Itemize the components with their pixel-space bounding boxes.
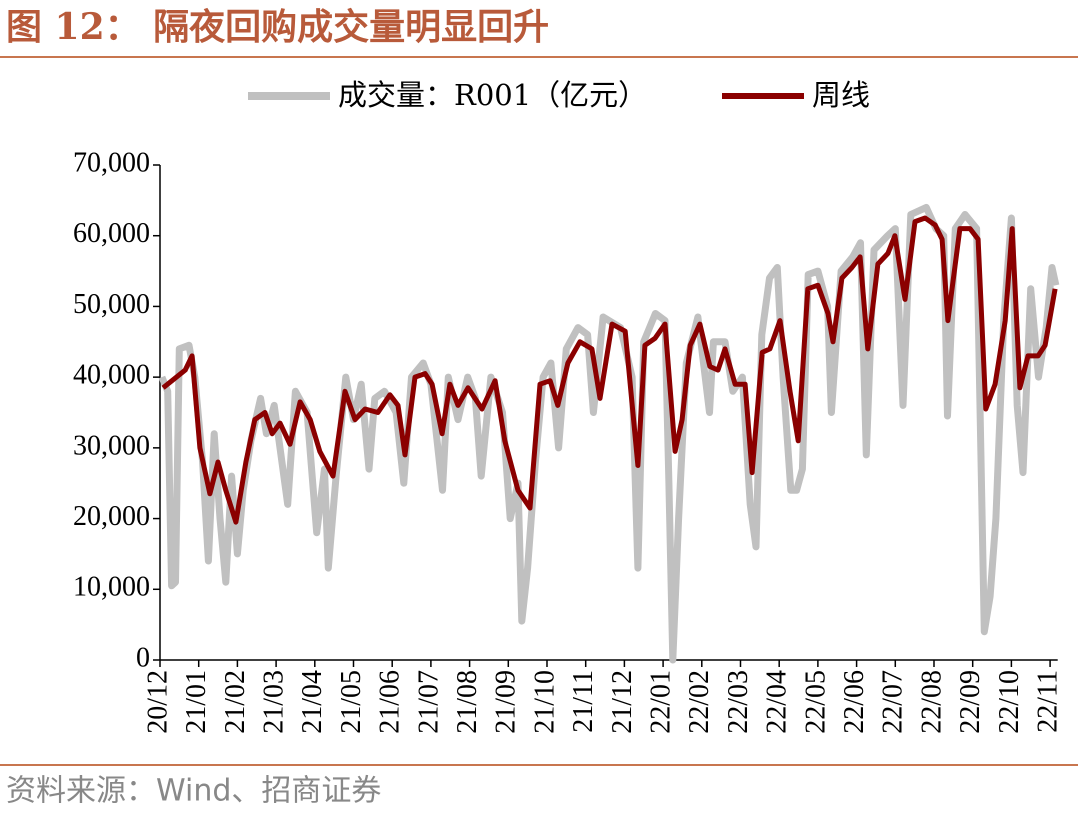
series-line: [158, 203, 1060, 664]
y-tick-label: 20,000: [73, 501, 150, 532]
legend: 成交量：R001（亿元） 周线: [248, 78, 870, 112]
x-tick-label: 22/10: [994, 670, 1025, 734]
x-tick-label: 22/07: [878, 670, 909, 734]
x-tick-label: 21/02: [220, 670, 251, 734]
x-tick-label: 22/09: [955, 670, 986, 734]
chart-title: 图 12： 隔夜回购成交量明显回升: [6, 6, 549, 48]
legend-label: 成交量：R001（亿元）: [338, 78, 647, 112]
x-tick-label: 21/08: [452, 670, 483, 734]
legend-label: 周线: [812, 78, 870, 112]
y-tick-label: 40,000: [73, 360, 150, 391]
x-tick-label: 21/10: [529, 670, 560, 734]
x-tick-label: 22/08: [916, 670, 947, 734]
y-tick-label: 0: [136, 642, 150, 673]
y-tick-label: 60,000: [73, 218, 150, 249]
x-tick-label: 22/03: [723, 670, 754, 734]
x-tick-label: 22/04: [762, 670, 793, 734]
x-tick-label: 21/03: [259, 670, 290, 734]
x-tick-label: 21/04: [297, 670, 328, 734]
source: 资料来源：Wind、招商证券: [6, 774, 381, 809]
x-tick-label: 20/12: [142, 670, 173, 734]
x-tick-label: 21/06: [375, 670, 406, 734]
y-tick-label: 70,000: [73, 147, 150, 178]
x-tick-label: 21/11: [568, 670, 599, 733]
x-tick-label: 22/11: [1033, 670, 1064, 733]
x-tick-label: 21/05: [336, 670, 367, 734]
y-tick-label: 30,000: [73, 430, 150, 461]
y-tick-label: 10,000: [73, 572, 150, 603]
x-tick-label: 21/12: [607, 670, 638, 734]
series-line: [161, 215, 1058, 525]
x-tick-label: 22/02: [684, 670, 715, 734]
x-tick-label: 21/01: [181, 670, 212, 734]
x-tick-label: 21/09: [491, 670, 522, 734]
x-tick-label: 22/05: [800, 670, 831, 734]
x-tick-label: 22/06: [839, 670, 870, 734]
y-tick-label: 50,000: [73, 289, 150, 320]
x-tick-label: 22/01: [646, 670, 677, 734]
x-tick-label: 21/07: [413, 670, 444, 734]
